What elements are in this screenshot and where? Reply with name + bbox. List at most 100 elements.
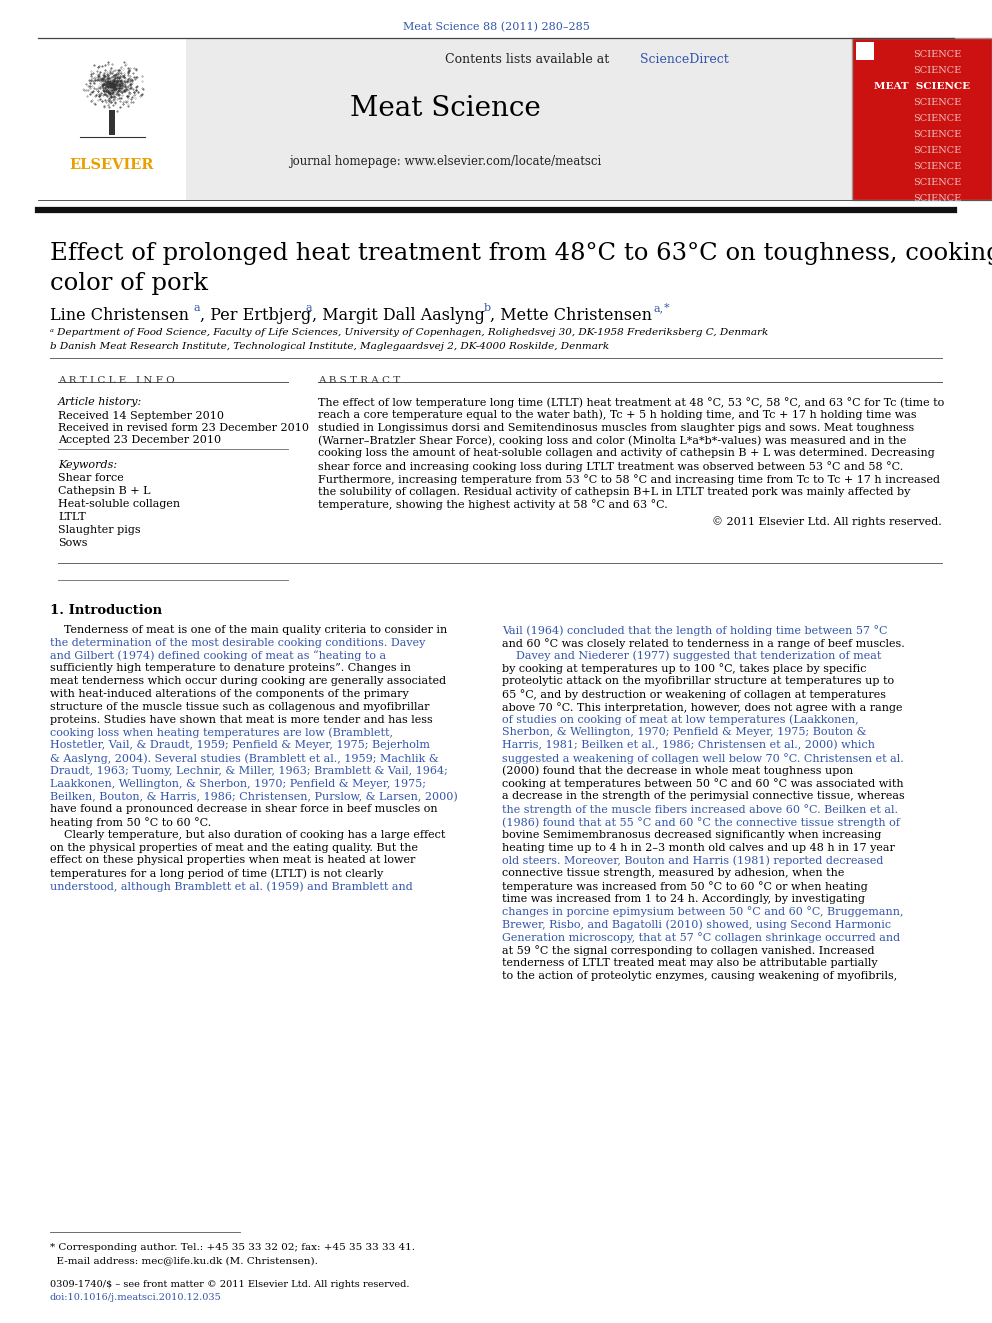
Text: structure of the muscle tissue such as collagenous and myofibrillar: structure of the muscle tissue such as c… [50, 701, 430, 712]
Text: reach a core temperature equal to the water bath), Tc + 5 h holding time, and Tc: reach a core temperature equal to the wa… [318, 410, 917, 421]
Text: The effect of low temperature long time (LTLT) heat treatment at 48 °C, 53 °C, 5: The effect of low temperature long time … [318, 397, 944, 407]
Text: proteins. Studies have shown that meat is more tender and has less: proteins. Studies have shown that meat i… [50, 714, 433, 725]
Text: SCIENCE: SCIENCE [913, 146, 961, 155]
Text: Clearly temperature, but also duration of cooking has a large effect: Clearly temperature, but also duration o… [50, 830, 445, 840]
Text: Meat Science: Meat Science [349, 95, 541, 122]
Text: MEAT  SCIENCE: MEAT SCIENCE [874, 82, 970, 91]
Bar [109, 110, 115, 135]
Text: Cathepsin B + L: Cathepsin B + L [58, 486, 151, 496]
Text: (2000) found that the decrease in whole meat toughness upon: (2000) found that the decrease in whole … [502, 766, 853, 777]
Text: SCIENCE: SCIENCE [913, 114, 961, 123]
Text: temperature, showing the highest activity at 58 °C and 63 °C.: temperature, showing the highest activit… [318, 499, 668, 511]
Text: b Danish Meat Research Institute, Technological Institute, Maglegaardsvej 2, DK-: b Danish Meat Research Institute, Techno… [50, 343, 609, 351]
Bar [856, 42, 874, 60]
Text: the solubility of collagen. Residual activity of cathepsin B+L in LTLT treated p: the solubility of collagen. Residual act… [318, 487, 911, 496]
Text: Beilken, Bouton, & Harris, 1986; Christensen, Purslow, & Larsen, 2000): Beilken, Bouton, & Harris, 1986; Christe… [50, 791, 457, 802]
Text: Heat-soluble collagen: Heat-soluble collagen [58, 499, 181, 509]
Text: sufficiently high temperature to denature proteins”. Changes in: sufficiently high temperature to denatur… [50, 663, 411, 673]
Text: temperature was increased from 50 °C to 60 °C or when heating: temperature was increased from 50 °C to … [502, 881, 868, 892]
Bar [852, 38, 992, 200]
Text: Generation microscopy, that at 57 °C collagen shrinkage occurred and: Generation microscopy, that at 57 °C col… [502, 933, 900, 943]
Text: Effect of prolonged heat treatment from 48°C to 63°C on toughness, cooking loss : Effect of prolonged heat treatment from … [50, 242, 992, 265]
Text: cooking loss the amount of heat-soluble collagen and activity of cathepsin B + L: cooking loss the amount of heat-soluble … [318, 448, 934, 458]
Text: ELSEVIER: ELSEVIER [69, 157, 154, 172]
Text: have found a pronounced decrease in shear force in beef muscles on: have found a pronounced decrease in shea… [50, 804, 437, 814]
Text: cooking at temperatures between 50 °C and 60 °C was associated with: cooking at temperatures between 50 °C an… [502, 779, 904, 790]
Text: * Corresponding author. Tel.: +45 35 33 32 02; fax: +45 35 33 33 41.: * Corresponding author. Tel.: +45 35 33 … [50, 1244, 415, 1252]
Text: changes in porcine epimysium between 50 °C and 60 °C, Bruggemann,: changes in porcine epimysium between 50 … [502, 906, 904, 917]
Text: Received in revised form 23 December 2010: Received in revised form 23 December 201… [58, 423, 309, 433]
Text: effect on these physical properties when meat is heated at lower: effect on these physical properties when… [50, 856, 416, 865]
Text: proteolytic attack on the myofibrillar structure at temperatures up to: proteolytic attack on the myofibrillar s… [502, 676, 894, 687]
Text: Slaughter pigs: Slaughter pigs [58, 525, 141, 534]
Text: color of pork: color of pork [50, 273, 208, 295]
Text: *: * [664, 303, 670, 314]
Text: Sows: Sows [58, 538, 87, 548]
Text: SCIENCE: SCIENCE [913, 66, 961, 75]
Text: heating from 50 °C to 60 °C.: heating from 50 °C to 60 °C. [50, 818, 211, 828]
Text: Harris, 1981; Beilken et al., 1986; Christensen et al., 2000) which: Harris, 1981; Beilken et al., 1986; Chri… [502, 740, 875, 750]
Text: journal homepage: www.elsevier.com/locate/meatsci: journal homepage: www.elsevier.com/locat… [289, 155, 601, 168]
Text: Shear force: Shear force [58, 474, 124, 483]
Text: Davey and Niederer (1977) suggested that tenderization of meat: Davey and Niederer (1977) suggested that… [502, 651, 881, 662]
Text: doi:10.1016/j.meatsci.2010.12.035: doi:10.1016/j.meatsci.2010.12.035 [50, 1293, 222, 1302]
Text: Hostetler, Vail, & Draudt, 1959; Penfield & Meyer, 1975; Bejerholm: Hostetler, Vail, & Draudt, 1959; Penfiel… [50, 740, 430, 750]
Text: above 70 °C. This interpretation, however, does not agree with a range: above 70 °C. This interpretation, howeve… [502, 701, 903, 713]
Text: Tenderness of meat is one of the main quality criteria to consider in: Tenderness of meat is one of the main qu… [50, 624, 447, 635]
Text: tenderness of LTLT treated meat may also be attributable partially: tenderness of LTLT treated meat may also… [502, 958, 878, 968]
Text: Meat Science 88 (2011) 280–285: Meat Science 88 (2011) 280–285 [403, 22, 589, 32]
Text: ᵃ Department of Food Science, Faculty of Life Sciences, University of Copenhagen: ᵃ Department of Food Science, Faculty of… [50, 328, 768, 337]
Text: E-mail address: mec@life.ku.dk (M. Christensen).: E-mail address: mec@life.ku.dk (M. Chris… [50, 1256, 317, 1265]
Text: Furthermore, increasing temperature from 53 °C to 58 °C and increasing time from: Furthermore, increasing temperature from… [318, 474, 940, 484]
Text: time was increased from 1 to 24 h. Accordingly, by investigating: time was increased from 1 to 24 h. Accor… [502, 894, 865, 904]
Text: by cooking at temperatures up to 100 °C, takes place by specific: by cooking at temperatures up to 100 °C,… [502, 663, 866, 675]
Text: on the physical properties of meat and the eating quality. But the: on the physical properties of meat and t… [50, 843, 418, 852]
Text: SCIENCE: SCIENCE [913, 98, 961, 107]
Text: Received 14 September 2010: Received 14 September 2010 [58, 411, 224, 421]
Text: shear force and increasing cooking loss during LTLT treatment was observed betwe: shear force and increasing cooking loss … [318, 460, 904, 472]
Text: old steers. Moreover, Bouton and Harris (1981) reported decreased: old steers. Moreover, Bouton and Harris … [502, 856, 883, 867]
Text: LTLT: LTLT [58, 512, 85, 523]
Bar [38, 38, 852, 200]
Text: suggested a weakening of collagen well below 70 °C. Christensen et al.: suggested a weakening of collagen well b… [502, 753, 904, 763]
Text: SCIENCE: SCIENCE [913, 50, 961, 60]
Bar [38, 38, 186, 200]
Text: 65 °C, and by destruction or weakening of collagen at temperatures: 65 °C, and by destruction or weakening o… [502, 689, 886, 700]
Text: temperatures for a long period of time (LTLT) is not clearly: temperatures for a long period of time (… [50, 868, 383, 878]
Text: a,: a, [653, 303, 663, 314]
Text: Keywords:: Keywords: [58, 460, 117, 470]
Text: Laakkonen, Wellington, & Sherbon, 1970; Penfield & Meyer, 1975;: Laakkonen, Wellington, & Sherbon, 1970; … [50, 779, 426, 789]
Text: Vail (1964) concluded that the length of holding time between 57 °C: Vail (1964) concluded that the length of… [502, 624, 888, 636]
Text: b: b [484, 303, 491, 314]
Text: a decrease in the strength of the perimysial connective tissue, whereas: a decrease in the strength of the perimy… [502, 791, 905, 802]
Text: © 2011 Elsevier Ltd. All rights reserved.: © 2011 Elsevier Ltd. All rights reserved… [712, 516, 942, 527]
Text: A B S T R A C T: A B S T R A C T [318, 376, 400, 385]
Text: Article history:: Article history: [58, 397, 142, 407]
Text: , Mette Christensen: , Mette Christensen [490, 307, 657, 324]
Text: a: a [306, 303, 312, 314]
Text: SCIENCE: SCIENCE [913, 194, 961, 202]
Text: studied in Longissimus dorsi and Semitendinosus muscles from slaughter pigs and : studied in Longissimus dorsi and Semiten… [318, 422, 915, 433]
Text: SCIENCE: SCIENCE [913, 161, 961, 171]
Text: Sherbon, & Wellington, 1970; Penfield & Meyer, 1975; Bouton &: Sherbon, & Wellington, 1970; Penfield & … [502, 728, 866, 737]
Text: 0309-1740/$ – see front matter © 2011 Elsevier Ltd. All rights reserved.: 0309-1740/$ – see front matter © 2011 El… [50, 1279, 410, 1289]
Text: cooking loss when heating temperatures are low (Bramblett,: cooking loss when heating temperatures a… [50, 728, 393, 738]
Text: (Warner–Bratzler Shear Force), cooking loss and color (Minolta L*a*b*-values) wa: (Warner–Bratzler Shear Force), cooking l… [318, 435, 907, 446]
Text: SCIENCE: SCIENCE [913, 179, 961, 187]
Text: SCIENCE: SCIENCE [913, 130, 961, 139]
Text: Brewer, Risbo, and Bagatolli (2010) showed, using Second Harmonic: Brewer, Risbo, and Bagatolli (2010) show… [502, 919, 891, 930]
Text: heating time up to 4 h in 2–3 month old calves and up 48 h in 17 year: heating time up to 4 h in 2–3 month old … [502, 843, 895, 852]
Text: with heat-induced alterations of the components of the primary: with heat-induced alterations of the com… [50, 689, 409, 699]
Text: and 60 °C was closely related to tenderness in a range of beef muscles.: and 60 °C was closely related to tendern… [502, 638, 905, 648]
Text: the determination of the most desirable cooking conditions. Davey: the determination of the most desirable … [50, 638, 426, 648]
Text: bovine Semimembranosus decreased significantly when increasing: bovine Semimembranosus decreased signifi… [502, 830, 881, 840]
Text: understood, although Bramblett et al. (1959) and Bramblett and: understood, although Bramblett et al. (1… [50, 881, 413, 892]
Text: Line Christensen: Line Christensen [50, 307, 194, 324]
Text: Draudt, 1963; Tuomy, Lechnir, & Miller, 1963; Bramblett & Vail, 1964;: Draudt, 1963; Tuomy, Lechnir, & Miller, … [50, 766, 447, 775]
Text: (1986) found that at 55 °C and 60 °C the connective tissue strength of: (1986) found that at 55 °C and 60 °C the… [502, 818, 900, 828]
Text: the strength of the muscle fibers increased above 60 °C. Beilken et al.: the strength of the muscle fibers increa… [502, 804, 898, 815]
Text: , Per Ertbjerg: , Per Ertbjerg [200, 307, 316, 324]
Text: Contents lists available at: Contents lists available at [445, 53, 613, 66]
Text: meat tenderness which occur during cooking are generally associated: meat tenderness which occur during cooki… [50, 676, 446, 687]
Text: of studies on cooking of meat at low temperatures (Laakkonen,: of studies on cooking of meat at low tem… [502, 714, 859, 725]
